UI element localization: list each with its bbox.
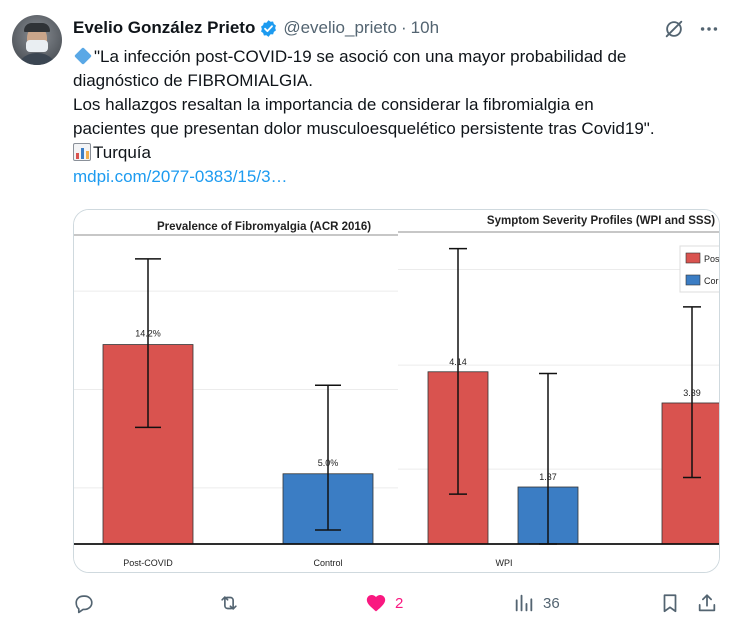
tweet-link[interactable]: mdpi.com/2077-0383/15/3… (73, 167, 288, 186)
tweet-media-image[interactable]: Prevalence of Fibromyalgia (ACR 2016) 14.… (73, 209, 720, 573)
action-bar: 2 36 (73, 590, 723, 616)
chart1-tick-label: Control (313, 558, 342, 568)
tweet-text-line: diagnóstico de FIBROMIALGIA. (73, 71, 313, 90)
tweet-time[interactable]: 10h (410, 18, 440, 37)
chart2-legend-swatch (685, 252, 701, 264)
views-icon (515, 594, 533, 612)
chart2-legend-label: Cor (704, 276, 719, 286)
bar-chart-emoji-icon (73, 143, 91, 161)
author-name[interactable]: Evelio González Prieto (73, 18, 256, 37)
chart2-tick-label: WPI (496, 558, 513, 568)
grok-icon[interactable] (663, 18, 685, 40)
chart1-data-label: 14.2% (135, 329, 161, 339)
chart2-data-label: 3.39 (683, 388, 701, 398)
share-icon (698, 594, 716, 612)
share-button[interactable] (696, 590, 718, 616)
bookmark-icon (663, 594, 677, 613)
views-button[interactable]: 36 (513, 590, 560, 616)
chart2-bar (661, 402, 719, 545)
chart2-data-label: 4.14 (449, 357, 467, 367)
chart2-legend-label: Pos (704, 254, 720, 264)
like-button[interactable]: 2 (365, 590, 403, 616)
author-handle[interactable]: @evelio_prieto (283, 18, 397, 37)
tweet-header: Evelio González Prieto @evelio_prieto · … (73, 16, 439, 40)
more-icon[interactable] (698, 18, 720, 40)
chart1-tick-label: Post-COVID (123, 558, 173, 568)
reply-button[interactable] (73, 590, 103, 616)
retweet-icon (221, 596, 237, 610)
heart-icon (366, 595, 386, 612)
like-count: 2 (395, 594, 404, 612)
tweet-text-line: Turquía (93, 143, 151, 162)
chart2-title: Symptom Severity Profiles (WPI and SSS) (487, 215, 715, 227)
chart2-legend-swatch (685, 274, 701, 286)
blue-diamond-icon (74, 47, 92, 65)
chart2-data-label: 1.37 (539, 472, 557, 482)
bookmark-button[interactable] (659, 590, 681, 616)
chart-figure: Prevalence of Fibromyalgia (ACR 2016) 14.… (74, 210, 720, 572)
chart1-title: Prevalence of Fibromyalgia (ACR 2016) (157, 221, 371, 233)
tweet-text-line: Los hallazgos resaltan la importancia de… (73, 95, 594, 114)
tweet-text: "La infección post-COVID-19 se asoció co… (73, 45, 723, 189)
reply-icon (75, 595, 93, 614)
tweet-text-line: pacientes que presentan dolor musculoesq… (73, 119, 655, 138)
views-count: 36 (543, 594, 560, 612)
chart1-data-label: 5.0% (318, 458, 339, 468)
separator-dot: · (400, 18, 407, 37)
retweet-button[interactable] (218, 590, 248, 616)
verified-badge-icon (261, 19, 277, 37)
tweet-text-line: "La infección post-COVID-19 se asoció co… (94, 47, 627, 66)
avatar[interactable] (12, 15, 62, 65)
